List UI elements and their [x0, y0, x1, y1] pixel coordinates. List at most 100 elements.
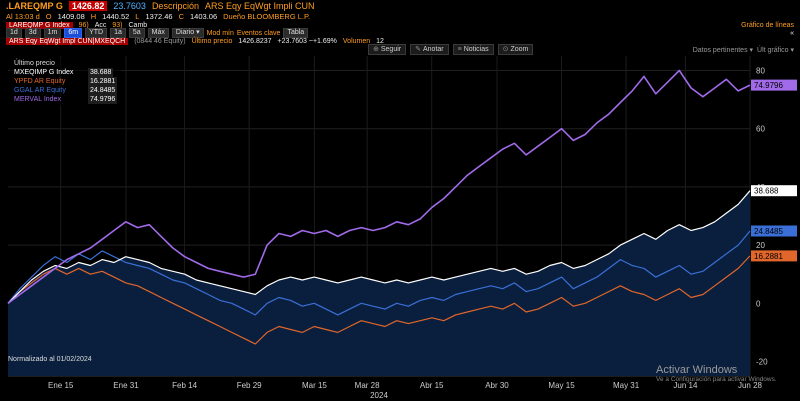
- annotate-icon: ✎: [415, 46, 421, 53]
- last-price-label: Último precio: [191, 37, 233, 45]
- zoom-button[interactable]: ⊙ Zoom: [497, 44, 534, 55]
- table-button[interactable]: Tabla: [283, 28, 309, 38]
- legend-series-name: GGAL AR Equity: [14, 87, 66, 94]
- y-axis-tick: 60: [756, 125, 765, 134]
- follow-button[interactable]: ⊕ Seguir: [368, 44, 407, 55]
- news-icon: ≡: [457, 46, 462, 53]
- legend-item-mxeqimp-g-index[interactable]: MXEQIMP G Index 38.688: [14, 68, 117, 77]
- key-events-toggle[interactable]: Eventos clave: [236, 29, 281, 37]
- chart-legend: Último precio MXEQIMP G Index 38.688 YPFD …: [10, 57, 122, 106]
- last-chart-dropdown[interactable]: Últ gráfico ▾: [757, 46, 794, 54]
- series-line-ggal-ar-equity[interactable]: [7, 230, 751, 316]
- legend-item-ypfd-ar-equity[interactable]: YPFD AR Equity 16.2881: [14, 77, 118, 86]
- legend-series-value: 74.9796: [88, 95, 118, 104]
- range-tab-row: 1d 3d 1m 6m YTD 1a 5a Máx Diario ▾ Mod m…: [0, 28, 800, 38]
- last-price-box: 1426.82: [68, 1, 108, 11]
- open-label: O: [45, 12, 52, 21]
- price-badge-value: 16.2881: [754, 252, 783, 261]
- watermark-line2: Ve a Configuración para activar Windows.: [656, 376, 777, 383]
- fkey-2-label[interactable]: Camb: [128, 21, 148, 29]
- zoom-icon: ⊙: [502, 46, 509, 53]
- security-strip-row: ARS Eqy EqWgt Impl CUN|MXEQCH (0844 46 E…: [0, 37, 800, 45]
- y-axis-tick: 0: [756, 299, 761, 308]
- news-button[interactable]: ≡ Noticias: [452, 44, 494, 55]
- x-axis-tick: Feb 14: [172, 381, 197, 390]
- legend-series-name: MXEQIMP G Index: [14, 69, 74, 76]
- low-value: 1372.46: [145, 12, 173, 21]
- x-axis-tick: Mar 28: [355, 381, 380, 390]
- chart-actions-row: ⊕ Seguir ✎ Anotar ≡ Noticias ⊙ Zoom Dato…: [0, 44, 800, 55]
- news-label: Noticias: [463, 46, 489, 53]
- legend-item-ggal-ar-equity[interactable]: GGAL AR Equity 24.8485: [14, 86, 118, 95]
- normalized-label: Normalizado al 01/02/2024: [8, 356, 92, 363]
- last-price-value: 1426.8237: [238, 37, 272, 45]
- screen-title: Gráfico de líneas: [741, 21, 794, 29]
- zoom-label: Zoom: [510, 46, 529, 53]
- legend-series-value: 24.8485: [88, 86, 118, 95]
- volume-label: Volumen: [342, 37, 371, 45]
- series-line-mxeqimp-g-index[interactable]: [7, 190, 751, 304]
- strip-equity-key: (0844 46 Equity): [134, 37, 186, 45]
- annotate-button[interactable]: ✎ Anotar: [410, 44, 449, 55]
- legend-item-merval-index[interactable]: MERVAL Index 74.9796: [14, 95, 118, 104]
- security-ticker: .LAREQMP G: [6, 1, 63, 11]
- min-mode-toggle[interactable]: Mod mín: [206, 29, 234, 37]
- range-5y[interactable]: 5a: [128, 28, 145, 38]
- legend-header: Último precio: [14, 60, 55, 67]
- x-axis-tick: Ene 31: [113, 381, 139, 390]
- asof-time: Al 13:03 d: [6, 12, 40, 21]
- x-axis-tick: Ene 15: [48, 381, 74, 390]
- y-axis-tick: 80: [756, 67, 765, 76]
- price-badge-ggal-ar-equity: [751, 225, 797, 237]
- x-axis-year: 2024: [370, 391, 388, 400]
- price-badge-value: 74.9796: [754, 81, 783, 90]
- legend-series-name: MERVAL Index: [14, 96, 61, 103]
- legend-series-value: 16.2881: [88, 77, 118, 86]
- volume-value: 12: [376, 37, 384, 45]
- owner-text: Dueño BLOOMBERG L.P.: [223, 12, 311, 21]
- relevant-data-dropdown[interactable]: Datos pertinentes ▾: [692, 46, 754, 54]
- fkey-1-label[interactable]: Acc: [94, 21, 107, 29]
- frequency-dropdown[interactable]: Diario ▾: [171, 28, 204, 38]
- price-badge-value: 24.8485: [754, 227, 783, 236]
- x-axis-tick: Mar 15: [302, 381, 327, 390]
- collapse-arrows[interactable]: «: [790, 29, 794, 37]
- watermark-line1: Activar Windows: [656, 364, 738, 376]
- range-max[interactable]: Máx: [147, 28, 169, 38]
- x-axis-tick: Jun 28: [738, 381, 763, 390]
- menu-ticker-box: LAREQMP G Index: [6, 21, 73, 29]
- x-axis-tick: May 31: [613, 381, 640, 390]
- last-price-change: +23.7603 ~+1.69%: [277, 37, 337, 45]
- follow-label: Seguir: [380, 46, 402, 53]
- x-axis-tick: Abr 15: [420, 381, 444, 390]
- annotate-label: Anotar: [422, 46, 444, 53]
- x-axis-tick: Jun 14: [673, 381, 698, 390]
- open-value: 1409.08: [57, 12, 85, 21]
- function-menu-row: LAREQMP G Index 96) Acc 93) Camb Gráfico…: [0, 21, 800, 29]
- fkey-2-num: 93): [112, 21, 123, 29]
- area-fill-mxeqimp-g-index: [8, 190, 750, 376]
- legend-series-name: YPFD AR Equity: [14, 78, 66, 85]
- x-axis-tick: Abr 30: [485, 381, 509, 390]
- security-header-row: .LAREQMP G 1426.82 23.7603 Descripción A…: [0, 0, 800, 12]
- fkey-1-num: 96): [78, 21, 89, 29]
- y-axis-tick: -20: [756, 357, 768, 366]
- price-badge-ypfd-ar-equity: [751, 250, 797, 262]
- close-value: 1403.06: [190, 12, 218, 21]
- x-axis-tick: Feb 29: [237, 381, 262, 390]
- legend-rows: MXEQIMP G Index 38.688 YPFD AR Equity 16.28…: [14, 68, 118, 104]
- price-badge-merval-index: [751, 79, 797, 91]
- high-value: 1440.52: [102, 12, 130, 21]
- follow-icon: ⊕: [373, 46, 379, 53]
- price-change: 23.7603: [113, 1, 146, 11]
- price-badge-value: 38.688: [754, 187, 779, 196]
- series-line-ypfd-ar-equity[interactable]: [7, 255, 751, 345]
- legend-series-value: 38.688: [88, 68, 114, 77]
- high-label: H: [90, 12, 97, 21]
- series-line-merval-index[interactable]: [7, 69, 751, 304]
- low-label: L: [135, 12, 140, 21]
- strip-ticker-box[interactable]: ARS Eqy EqWgt Impl CUN|MXEQCH: [6, 37, 129, 45]
- close-label: C: [178, 12, 185, 21]
